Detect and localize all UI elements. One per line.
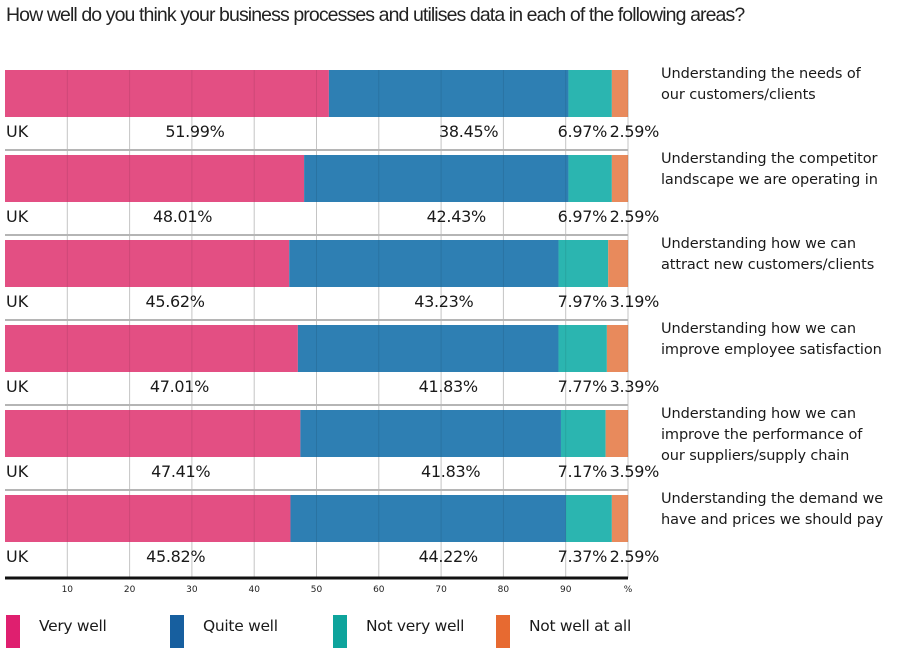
chart-title: How well do you think your business proc…	[6, 4, 745, 26]
value-label: 6.97%	[558, 207, 607, 226]
row-label-uk: UK	[6, 292, 29, 311]
bar-segment-not-very-well	[558, 325, 607, 372]
value-label: 45.82%	[146, 547, 205, 566]
bar-segment-very-well	[5, 240, 290, 287]
bar-segment-not-very-well	[565, 495, 612, 542]
legend-label: Very well	[39, 617, 107, 635]
category-label-line: Understanding how we can	[661, 406, 857, 422]
value-label: 47.01%	[150, 377, 209, 396]
bar-segment-not-very-well	[560, 410, 606, 457]
bar-segment-not-well-at-all	[611, 495, 628, 542]
bar-segment-very-well	[5, 325, 298, 372]
bar-segment-not-very-well	[558, 240, 609, 287]
x-tick-label: 40	[248, 585, 260, 595]
bar-segment-quite-well	[297, 325, 559, 372]
category-label: Understanding the needs of our customers/…	[661, 64, 900, 106]
bar-segment-not-well-at-all	[611, 70, 628, 117]
row-label-uk: UK	[6, 207, 29, 226]
category-label-line: Understanding the demand we	[661, 491, 884, 507]
x-tick-label: 50	[311, 585, 323, 595]
value-label: 2.59%	[610, 207, 659, 226]
value-label: 41.83%	[421, 462, 480, 481]
x-tick-label: 30	[186, 585, 198, 595]
category-label-line: improve the performance of	[661, 427, 863, 443]
category-label-line: attract new customers/clients	[661, 257, 875, 273]
value-label: 47.41%	[151, 462, 210, 481]
category-label-line: have and prices we should pay	[661, 512, 884, 528]
bar-segment-quite-well	[290, 495, 566, 542]
category-label-line: Understanding the competitor	[661, 151, 878, 167]
row-label-uk: UK	[6, 377, 29, 396]
value-label: 3.19%	[610, 292, 659, 311]
x-tick-label: %	[624, 585, 633, 595]
x-tick-label: 90	[560, 585, 572, 595]
x-tick-label: 20	[124, 585, 136, 595]
value-label: 45.62%	[145, 292, 204, 311]
value-label: 7.17%	[558, 462, 607, 481]
legend-swatch	[6, 615, 20, 648]
gridlines	[5, 70, 629, 578]
bar-segment-very-well	[5, 155, 305, 202]
category-label-line: Understanding how we can	[661, 321, 857, 337]
category-label: Understanding how we can improve the perf…	[661, 404, 900, 467]
bar-segment-not-very-well	[568, 70, 612, 117]
row-label-uk: UK	[6, 462, 29, 481]
legend-swatch	[170, 615, 184, 648]
bar-segment-not-well-at-all	[611, 155, 628, 202]
category-label: Understanding how we can attract new cust…	[661, 234, 900, 276]
value-label: 7.37%	[558, 547, 607, 566]
bar-segment-very-well	[5, 70, 329, 117]
bar-segment-not-well-at-all	[606, 325, 628, 372]
x-tick-label: 10	[62, 585, 74, 595]
category-label-line: landscape we are operating in	[661, 172, 878, 188]
value-label: 42.43%	[427, 207, 486, 226]
legend-swatch	[496, 615, 510, 648]
bar-segment-not-very-well	[568, 155, 612, 202]
value-label: 3.39%	[610, 377, 659, 396]
x-axis: 10 20 30 40 50 60 70 80 90%	[5, 576, 633, 595]
bar-segment-quite-well	[289, 240, 559, 287]
category-label: Understanding the demand we have and pric…	[661, 489, 900, 531]
category-label-line: Understanding how we can	[661, 236, 857, 252]
value-label: 44.22%	[419, 547, 478, 566]
value-label: 38.45%	[439, 122, 498, 141]
value-label: 6.97%	[558, 122, 607, 141]
bar-segment-quite-well	[300, 410, 561, 457]
category-label-line: Understanding the needs of	[661, 66, 861, 82]
bar-segment-quite-well	[304, 155, 569, 202]
bar-segment-very-well	[5, 495, 291, 542]
x-tick-label: 60	[373, 585, 385, 595]
bar-segment-quite-well	[328, 70, 569, 117]
value-label: 3.59%	[610, 462, 659, 481]
value-label: 43.23%	[414, 292, 473, 311]
bar-segment-not-well-at-all	[608, 240, 628, 287]
x-tick-label: 80	[498, 585, 510, 595]
x-tick-label: 70	[435, 585, 447, 595]
value-label: 2.59%	[610, 547, 659, 566]
category-label-line: our suppliers/supply chain	[661, 448, 850, 464]
legend-label: Not very well	[366, 617, 465, 635]
legend-swatch	[333, 615, 347, 648]
value-label: 7.77%	[558, 377, 607, 396]
bars	[5, 70, 629, 542]
row-label-uk: UK	[6, 122, 29, 141]
value-label: 7.97%	[558, 292, 607, 311]
category-label-line: our customers/clients	[661, 87, 816, 103]
row-label-uk: UK	[6, 547, 29, 566]
legend-label: Quite well	[203, 617, 278, 635]
category-label-line: improve employee satisfaction	[661, 342, 882, 358]
bar-segment-very-well	[5, 410, 301, 457]
value-label: 41.83%	[419, 377, 478, 396]
value-label: 51.99%	[165, 122, 224, 141]
value-label: 2.59%	[610, 122, 659, 141]
value-label: 48.01%	[153, 207, 212, 226]
category-label: Understanding the competitor landscape we…	[661, 149, 900, 191]
bar-segment-not-well-at-all	[605, 410, 628, 457]
legend-label: Not well at all	[529, 617, 631, 635]
value-labels: UK 51.99% 38.45% 6.97% 2.59%UK 48.01% 42.43% 6.…	[6, 122, 659, 566]
category-label: Understanding how we can improve employee…	[661, 319, 900, 361]
